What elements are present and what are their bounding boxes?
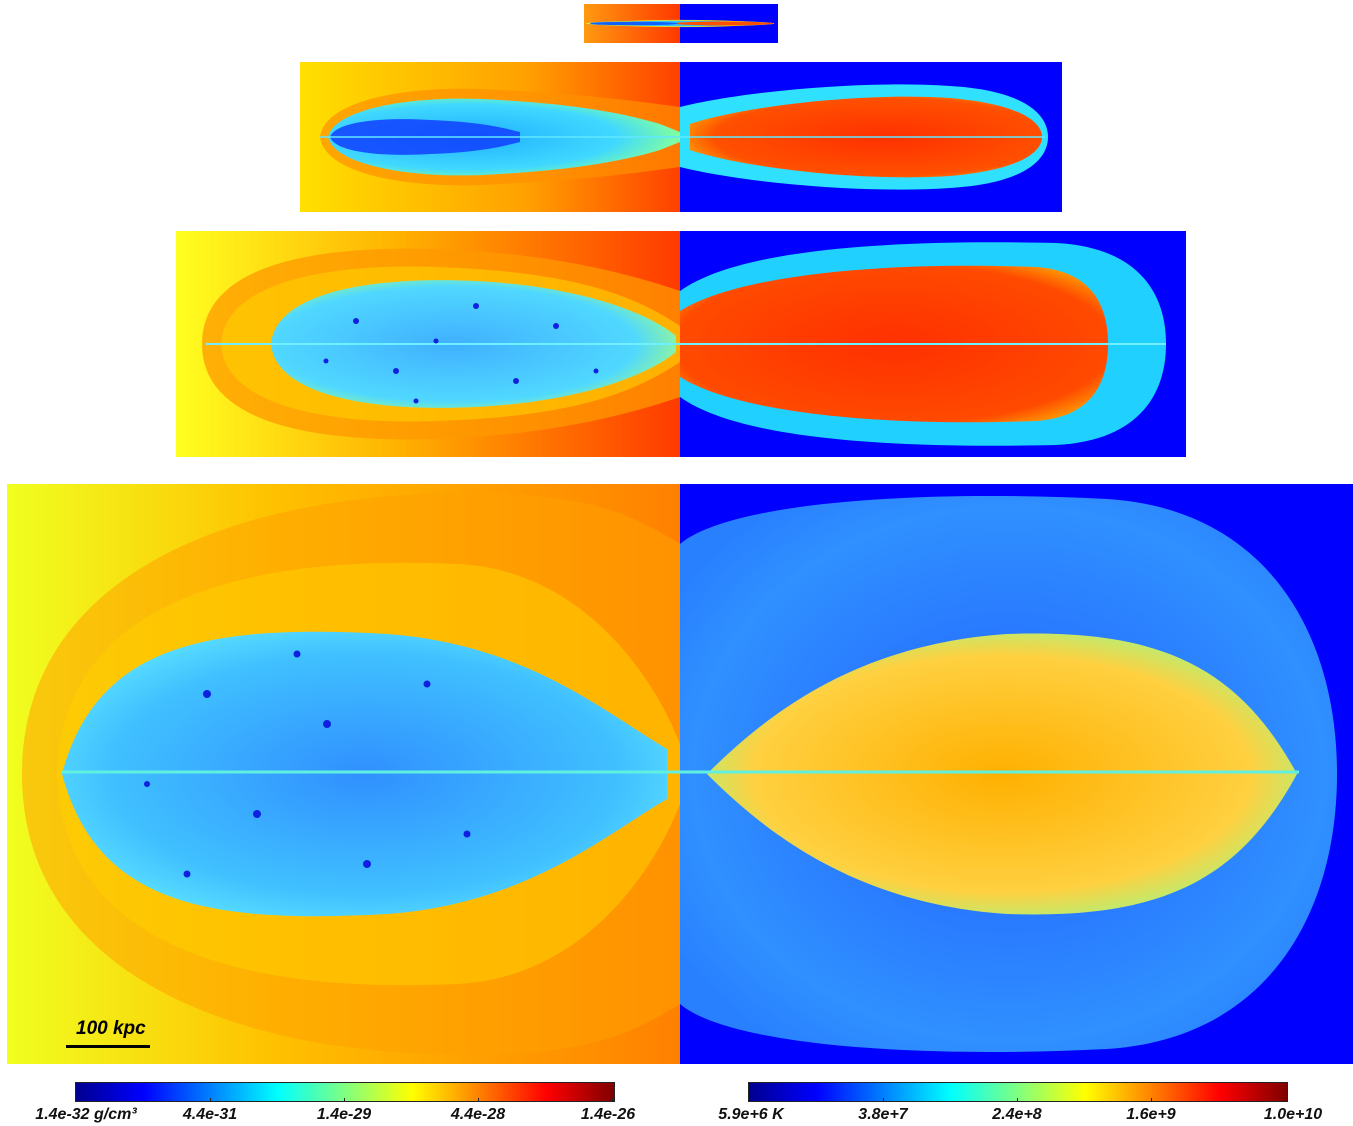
temperature-colorbar xyxy=(748,1082,1288,1102)
density-tick-label: 1.4e-29 xyxy=(316,1106,372,1123)
simulation-panel-3 xyxy=(176,231,1186,457)
temperature-tick-label: 3.8e+7 xyxy=(858,1106,908,1123)
colorbar-tick xyxy=(883,1098,884,1102)
simulation-panel-4 xyxy=(7,484,1353,1064)
temperature-tick-label: 5.9e+6 K xyxy=(718,1106,784,1123)
colorbar-tick xyxy=(478,1098,479,1102)
density-tick-label: 1.4e-26 xyxy=(580,1106,636,1123)
colorbar-tick xyxy=(210,1098,211,1102)
scale-bar-label: 100 kpc xyxy=(76,1018,146,1039)
colorbar-tick xyxy=(1151,1098,1152,1102)
simulation-panel-2 xyxy=(300,62,1062,212)
temperature-tick-label: 1.0e+10 xyxy=(1263,1106,1323,1123)
simulation-panel-1 xyxy=(584,4,778,43)
colorbar-tick xyxy=(344,1098,345,1102)
density-tick-label: 4.4e-31 xyxy=(182,1106,238,1123)
colorbar-tick xyxy=(75,1098,76,1102)
temperature-tick-label: 2.4e+8 xyxy=(992,1106,1042,1123)
density-tick-label: 1.4e-32 g/cm³ xyxy=(35,1106,137,1123)
temperature-tick-label: 1.6e+9 xyxy=(1126,1106,1176,1123)
colorbar-tick xyxy=(1017,1098,1018,1102)
density-colorbar xyxy=(75,1082,615,1102)
colorbar-tick xyxy=(1285,1098,1286,1102)
colorbar-tick xyxy=(748,1098,749,1102)
colorbar-tick xyxy=(612,1098,613,1102)
scale-bar xyxy=(66,1045,150,1048)
density-tick-label: 4.4e-28 xyxy=(450,1106,506,1123)
